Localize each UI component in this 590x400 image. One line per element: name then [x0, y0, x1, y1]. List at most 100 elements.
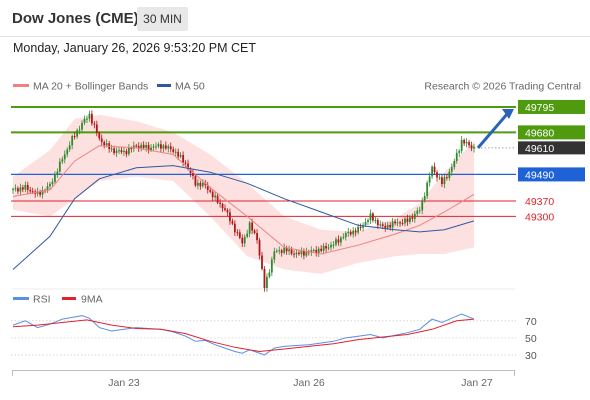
candle-body — [396, 222, 399, 224]
candle-body — [68, 145, 71, 150]
candle-body — [56, 171, 59, 175]
candle-body — [182, 155, 185, 163]
candle-body — [88, 113, 91, 119]
candle-body — [409, 217, 411, 222]
candle-body — [24, 185, 27, 190]
candle-body — [426, 182, 429, 197]
candle-body — [26, 185, 29, 190]
candle-body — [330, 244, 332, 248]
candle-body — [258, 240, 261, 256]
candle-body — [273, 251, 276, 260]
candle-body — [391, 221, 394, 228]
candle-body — [317, 248, 320, 254]
current-price-tag — [518, 141, 585, 155]
candle-body — [283, 247, 286, 253]
candle-body — [312, 249, 315, 251]
candle-body — [379, 224, 382, 226]
candle-body — [421, 200, 424, 211]
candle-body — [445, 177, 448, 179]
instrument-title: Dow Jones (CME) — [12, 10, 139, 27]
x-tick-label: Jan 23 — [108, 377, 140, 389]
candle-body — [293, 253, 295, 255]
candle-body — [263, 268, 266, 289]
candle-body — [110, 148, 113, 150]
candle-body — [130, 147, 133, 149]
candle-body — [298, 252, 300, 255]
candle-body — [238, 232, 241, 238]
candle-body — [266, 276, 268, 289]
candle-body — [169, 146, 172, 150]
candle-body — [39, 191, 42, 195]
candle-body — [93, 123, 96, 125]
candle-body — [243, 236, 246, 244]
candle-body — [54, 174, 56, 182]
ma20-line — [12, 145, 475, 255]
candle-body — [443, 177, 446, 185]
candle-body — [418, 210, 421, 212]
candle-body — [455, 152, 458, 162]
ma50-line — [12, 165, 475, 270]
timeframe-button[interactable]: 30 MIN — [137, 7, 188, 31]
candle-body — [337, 239, 340, 243]
candle-body — [209, 190, 212, 192]
candle-body — [285, 247, 288, 252]
candle-body — [71, 136, 74, 146]
candle-body — [66, 149, 69, 155]
pivot-price-label: 49490 — [525, 169, 554, 181]
candle-body — [448, 171, 451, 178]
rsi-tick-label: 70 — [525, 316, 537, 328]
candle-body — [137, 146, 140, 149]
candle-body — [105, 143, 108, 146]
candle-body — [406, 218, 409, 222]
candle-body — [401, 222, 404, 224]
candle-body — [423, 196, 426, 201]
chart-header: Dow Jones (CME) 30 MIN — [0, 0, 590, 36]
legend-ma20-swatch — [13, 84, 29, 87]
candle-body — [367, 220, 369, 223]
candle-body — [132, 145, 135, 149]
candle-body — [160, 144, 162, 149]
candle-body — [211, 191, 214, 198]
candle-body — [76, 130, 78, 137]
support-price-label: 49300 — [525, 211, 554, 223]
candle-body — [241, 237, 244, 244]
candle-body — [46, 186, 49, 191]
candle-body — [342, 237, 345, 239]
candle-body — [320, 248, 323, 251]
candle-body — [120, 150, 123, 153]
candle-body — [441, 177, 443, 185]
candle-body — [302, 250, 305, 256]
candle-body — [51, 181, 54, 184]
legend-9ma: 9MA — [81, 294, 103, 306]
candle-body — [305, 251, 308, 256]
bollinger-band — [13, 114, 474, 274]
candle-body — [206, 184, 209, 191]
candle-body — [145, 145, 148, 148]
candle-body — [325, 245, 327, 249]
resistance-price-label: 49795 — [525, 102, 554, 114]
rsi-tick-label: 30 — [525, 350, 537, 362]
candle-body — [142, 144, 145, 148]
candle-body — [386, 224, 389, 228]
candle-body — [152, 146, 155, 148]
x-tick-label: Jan 27 — [461, 377, 493, 389]
timestamp: Monday, January 26, 2026 9:53:20 PM CET — [13, 41, 256, 55]
candle-body — [147, 145, 150, 151]
candle-body — [127, 147, 130, 155]
candle-body — [219, 202, 221, 204]
candle-body — [231, 221, 234, 224]
support-price-label: 49370 — [525, 196, 554, 208]
candle-body — [172, 149, 175, 152]
candle-body — [431, 166, 433, 177]
candle-body — [465, 142, 468, 144]
candle-body — [167, 146, 170, 149]
rsi-tick-label: 50 — [525, 333, 537, 345]
candle-body — [290, 249, 293, 254]
candle-body — [399, 222, 401, 224]
candle-body — [17, 188, 19, 192]
candle-body — [335, 239, 337, 245]
candle-body — [157, 144, 160, 147]
resistance-price-tag — [518, 125, 585, 140]
candle-body — [349, 231, 352, 235]
